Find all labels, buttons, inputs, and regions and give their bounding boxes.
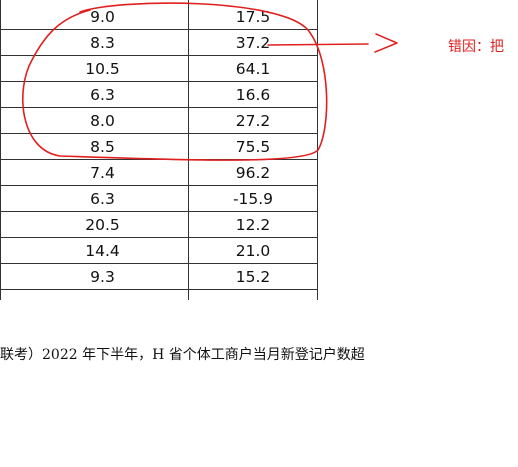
table-cell: 12.2 bbox=[235, 216, 271, 234]
row-divider bbox=[0, 211, 318, 212]
table-row: 20.5 12.2 bbox=[0, 212, 318, 238]
table-row: 8.0 27.2 bbox=[0, 108, 318, 134]
table-cell: -15.9 bbox=[232, 190, 274, 208]
table-cell: 27.2 bbox=[235, 112, 271, 130]
table-cell: 17.5 bbox=[235, 8, 271, 26]
table-row: 7.4 96.2 bbox=[0, 160, 318, 186]
row-divider bbox=[0, 263, 318, 264]
table-cell: 8.5 bbox=[90, 138, 115, 156]
table-row: 8.3 37.2 bbox=[0, 30, 318, 56]
table-cell: 16.6 bbox=[235, 86, 271, 104]
table-cell: 9.3 bbox=[90, 268, 115, 286]
table-row: 6.3 16.6 bbox=[0, 82, 318, 108]
arrow-head-icon bbox=[374, 33, 398, 53]
data-table: 9.0 17.5 8.3 37.2 10.5 64.1 6.3 16.6 8.0 27.2 8.5 7… bbox=[0, 0, 318, 300]
table-cell: 20.5 bbox=[85, 216, 120, 234]
column-divider bbox=[0, 0, 1, 300]
table-cell: 75.5 bbox=[235, 138, 271, 156]
table-cell: 8.0 bbox=[90, 112, 115, 130]
table-cell: 15.2 bbox=[235, 268, 271, 286]
table-row: 9.0 17.5 bbox=[0, 4, 318, 30]
table-cell: 9.0 bbox=[90, 8, 115, 26]
table-cell: 7.4 bbox=[90, 164, 115, 182]
table-cell: 10.5 bbox=[85, 60, 120, 78]
table-cell: 96.2 bbox=[235, 164, 271, 182]
table-row: 14.4 21.0 bbox=[0, 238, 318, 264]
row-divider bbox=[0, 185, 318, 186]
table-cell: 37.2 bbox=[235, 34, 271, 52]
table-cell: 14.4 bbox=[85, 242, 120, 260]
table-cell: 8.3 bbox=[90, 34, 115, 52]
row-divider bbox=[0, 289, 318, 290]
table-row: 6.3 -15.9 bbox=[0, 186, 318, 212]
error-cause-note: 错因：把 bbox=[448, 39, 504, 55]
table-row: 10.5 64.1 bbox=[0, 56, 318, 82]
table-cell: 21.0 bbox=[235, 242, 271, 260]
table-cell: 64.1 bbox=[235, 60, 271, 78]
row-divider bbox=[0, 237, 318, 238]
table-cell: 6.3 bbox=[90, 86, 115, 104]
table-row: 8.5 75.5 bbox=[0, 134, 318, 160]
table-row: 9.3 15.2 bbox=[0, 264, 318, 290]
table-cell: 6.3 bbox=[90, 190, 115, 208]
question-text: 联考）2022 年下半年，H 省个体工商户当月新登记户数超 bbox=[0, 347, 365, 363]
